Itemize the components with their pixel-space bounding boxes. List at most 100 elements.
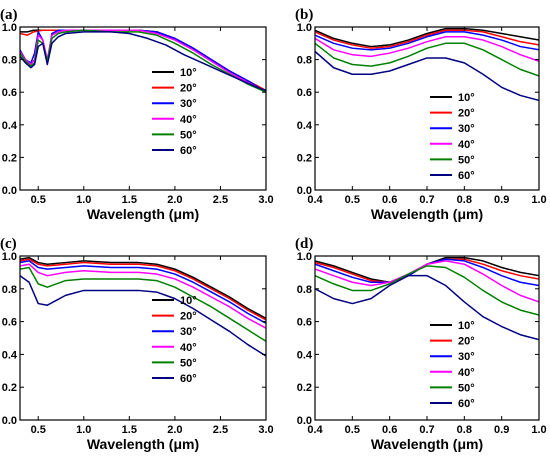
legend-label: 50° (180, 129, 197, 141)
legend-label: 10° (180, 295, 197, 307)
legend-label: 20° (180, 311, 197, 323)
legend-label: 30° (180, 98, 197, 110)
legend-label: 30° (458, 351, 475, 363)
legend-label: 10° (180, 67, 197, 79)
chart-panel-3: 0.5 1.0 1.5 2.0 2.5 3.00.00.20.40.60.81.0(c)W… (0, 236, 274, 452)
legend-label: 40° (458, 139, 475, 151)
y-tick-label: 0.4 (2, 349, 18, 361)
series-line-1 (20, 29, 266, 92)
y-tick-label: 0.2 (297, 382, 312, 394)
series-line-1 (20, 256, 266, 319)
x-tick-label: 1.5 (122, 424, 137, 436)
series-line-5 (20, 266, 266, 342)
legend-label: 40° (180, 342, 197, 354)
series-line-1 (315, 256, 539, 283)
y-tick-label: 0.6 (2, 87, 17, 99)
y-tick-label: 0.0 (2, 415, 17, 427)
x-tick-label: 0.8 (457, 194, 472, 206)
x-tick-label: 3.0 (258, 424, 273, 436)
x-tick-label: 1.0 (531, 194, 546, 206)
legend-label: 30° (180, 326, 197, 338)
y-tick-label: 0.6 (297, 317, 312, 329)
panel-label: (d) (295, 236, 313, 252)
y-tick-label: 0.0 (297, 415, 312, 427)
y-tick-label: 0.4 (297, 349, 313, 361)
series-line-2 (20, 29, 266, 92)
series-line-4 (315, 36, 539, 62)
x-tick-label: 0.5 (345, 424, 360, 436)
x-tick-label: 2.0 (167, 424, 182, 436)
x-tick-label: 1.0 (531, 424, 546, 436)
y-tick-label: 0.6 (2, 317, 17, 329)
legend: 10° 20° 30° 40° 50° 60° (152, 295, 197, 385)
y-tick-label: 1.0 (2, 22, 17, 34)
x-tick-label: 1.5 (122, 194, 137, 206)
series-line-6 (20, 31, 266, 92)
series-line-4 (315, 260, 539, 303)
x-tick-label: 1.0 (76, 424, 91, 436)
chart-panel-2: 0.4 0.5 0.6 0.7 0.8 0.9 1.00.00.20.40.60.81.0(… (295, 7, 547, 222)
y-tick-label: 0.8 (297, 55, 312, 67)
x-tick-label: 0.7 (419, 194, 434, 206)
x-axis-label: Wavelength (μm) (87, 206, 199, 222)
legend-label: 60° (180, 145, 197, 157)
y-tick-label: 0.2 (297, 152, 312, 164)
legend: 10° 20° 30° 40° 50° 60° (152, 67, 197, 157)
legend-label: 60° (458, 398, 475, 410)
chart-panel-1: 0.5 1.0 1.5 2.0 2.5 3.00.00.20.40.60.81.0(a)W… (0, 7, 274, 222)
x-tick-label: 3.0 (258, 194, 273, 206)
legend-label: 40° (180, 114, 197, 126)
x-tick-label: 1.0 (76, 194, 91, 206)
chart-panel-4: 0.4 0.5 0.6 0.7 0.8 0.9 1.00.00.20.40.60.81.0(… (295, 236, 547, 452)
panel-label: (c) (0, 236, 17, 252)
x-tick-label: 0.7 (419, 424, 434, 436)
series-line-6 (20, 275, 266, 357)
x-tick-label: 0.4 (307, 194, 323, 206)
legend-label: 10° (458, 320, 475, 332)
x-tick-label: 2.0 (167, 194, 182, 206)
x-tick-label: 2.5 (213, 424, 228, 436)
legend: 10° 20° 30° 40° 50° 60° (430, 320, 475, 410)
series-line-3 (20, 260, 266, 324)
y-tick-label: 0.6 (297, 87, 312, 99)
x-tick-label: 0.5 (31, 194, 46, 206)
series-line-5 (315, 42, 539, 77)
y-tick-label: 0.4 (297, 120, 313, 132)
series-line-6 (315, 274, 539, 341)
series-line-2 (315, 29, 539, 49)
y-tick-label: 0.0 (2, 185, 17, 197)
legend-label: 10° (458, 92, 475, 104)
y-tick-label: 0.8 (2, 284, 17, 296)
y-tick-label: 0.2 (2, 382, 17, 394)
legend-label: 20° (458, 336, 475, 348)
legend-label: 20° (180, 83, 197, 95)
series-line-3 (20, 29, 266, 93)
y-tick-label: 0.2 (2, 152, 17, 164)
legend-label: 50° (458, 154, 475, 166)
series-line-4 (20, 29, 266, 93)
series-line-5 (20, 29, 266, 93)
plot-frame (19, 255, 267, 421)
y-tick-label: 1.0 (297, 251, 312, 263)
plot-frame (19, 26, 267, 191)
x-axis-label: Wavelength (μm) (87, 436, 199, 452)
y-tick-label: 0.4 (2, 120, 18, 132)
series-line-5 (315, 265, 539, 316)
plot-frame (314, 26, 540, 191)
legend-label: 20° (458, 108, 475, 120)
legend-label: 50° (180, 357, 197, 369)
y-tick-label: 1.0 (297, 22, 312, 34)
legend: 10° 20° 30° 40° 50° 60° (430, 92, 475, 182)
y-tick-label: 0.0 (297, 185, 312, 197)
legend-label: 50° (458, 382, 475, 394)
series-line-2 (20, 258, 266, 321)
y-tick-label: 0.8 (2, 55, 17, 67)
series-line-1 (315, 27, 539, 48)
y-tick-label: 1.0 (2, 251, 17, 263)
x-tick-label: 0.9 (494, 194, 509, 206)
series-line-3 (315, 31, 539, 51)
panel-label: (b) (295, 7, 313, 23)
x-tick-label: 0.9 (494, 424, 509, 436)
series-line-4 (20, 263, 266, 329)
